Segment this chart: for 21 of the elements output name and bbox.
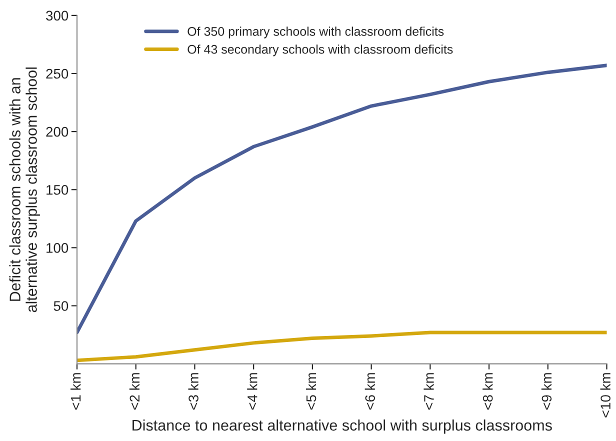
y-tick-label: 250 xyxy=(46,68,68,79)
x-tick-label: <7 km xyxy=(424,373,434,410)
x-tick-label: <9 km xyxy=(541,373,552,410)
x-tick-label: <10 km xyxy=(600,373,610,418)
x-tick-label: <4 km xyxy=(247,373,258,410)
y-tick-label: 200 xyxy=(46,126,68,137)
y-tick-label: 50 xyxy=(54,301,68,311)
x-tick-label: <6 km xyxy=(364,373,376,410)
x-tick-label: <2 km xyxy=(129,373,140,410)
x-tick-label: <5 km xyxy=(306,373,316,410)
legend-label: Of 350 primary schools with classroom deficits xyxy=(188,26,444,38)
x-tick-label: <8 km xyxy=(482,373,493,410)
x-axis-title: Distance to nearest alternative school with surplus classrooms xyxy=(132,419,552,434)
legend-label: Of 43 secondary schools with classroom deficits xyxy=(188,44,453,56)
x-tick-label: <1 km xyxy=(70,373,81,410)
x-tick-label: <3 km xyxy=(188,373,198,410)
y-axis-title: Deficit classroom schools with an alternative surplus classroom school xyxy=(9,68,40,312)
y-tick-label: 100 xyxy=(46,243,68,253)
y-tick-label: 150 xyxy=(46,184,68,195)
y-tick-label: 300 xyxy=(46,10,68,21)
line-series xyxy=(77,64,607,334)
